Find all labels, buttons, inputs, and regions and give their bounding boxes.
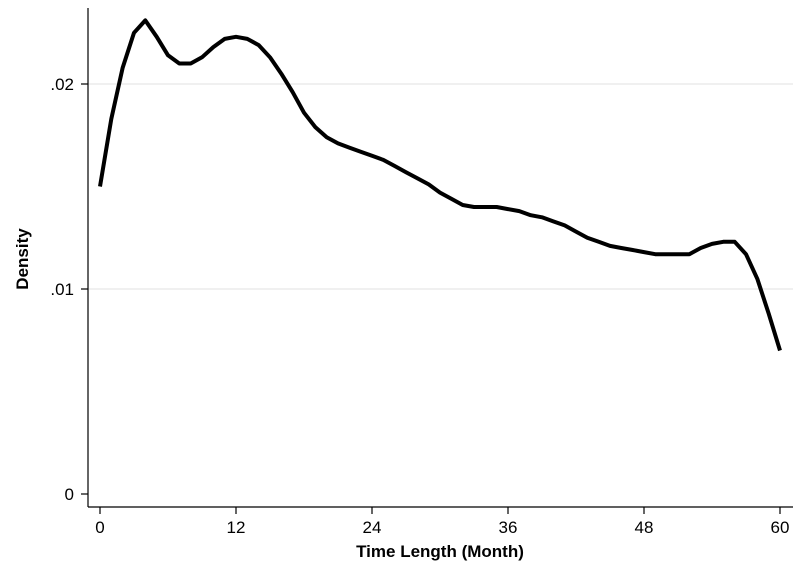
gridlines [88,83,793,290]
x-tick-label-12: 12 [227,518,246,537]
density-line-0 [98,18,782,352]
y-tick-label-1: .01 [50,280,74,299]
y-tick-label-2: .02 [50,75,74,94]
axes [87,8,793,508]
x-axis-title: Time Length (Month) [356,542,524,561]
x-tick-label-0: 0 [95,518,104,537]
x-axis-ticks: 0 12 24 36 48 60 [95,507,789,537]
x-tick-label-60: 60 [771,518,790,537]
y-axis-ticks: 0 .01 .02 [50,75,88,504]
y-tick-label-0: 0 [65,485,74,504]
series-layer [98,18,782,352]
x-tick-label-24: 24 [363,518,382,537]
y-axis-title: Density [13,228,32,290]
x-tick-label-48: 48 [635,518,654,537]
x-tick-label-36: 36 [499,518,518,537]
